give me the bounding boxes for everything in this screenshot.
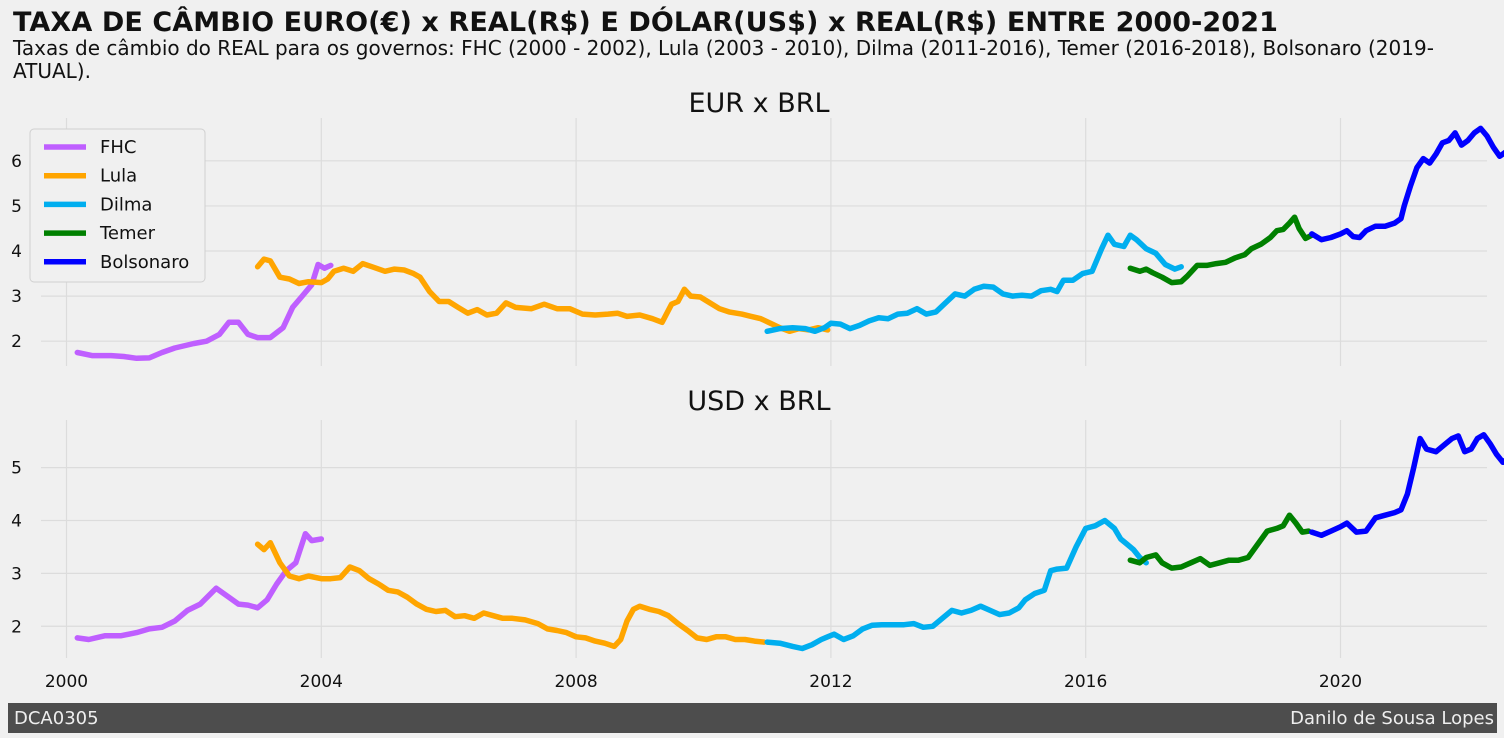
series-line-bolsonaro bbox=[1309, 432, 1504, 539]
y-tick-label: 5 bbox=[11, 459, 22, 479]
footer-course-code: DCA0305 bbox=[14, 708, 99, 729]
x-tick-label: 2012 bbox=[809, 672, 852, 692]
legend-label-bolsonaro: Bolsonaro bbox=[100, 252, 189, 273]
footer-author: Danilo de Sousa Lopes bbox=[1290, 708, 1494, 729]
y-tick-label: 2 bbox=[11, 617, 22, 637]
series-line-lula bbox=[254, 256, 831, 335]
y-tick-label: 3 bbox=[11, 564, 22, 584]
panel-title: USD x BRL bbox=[687, 386, 830, 417]
x-tick-label: 2004 bbox=[300, 672, 343, 692]
exchange-rate-charts: 2 3 4 5 6 EUR x BRL FHC Lula Dilma Temer Bolsonaro… bbox=[11, 88, 1504, 692]
series-line-temer bbox=[1127, 512, 1312, 571]
series-line-lula bbox=[254, 539, 767, 650]
series-line-temer bbox=[1127, 214, 1315, 286]
footer-bar: DCA0305 Danilo de Sousa Lopes bbox=[8, 703, 1497, 733]
legend-label-fhc: FHC bbox=[100, 137, 136, 158]
y-tick-label: 4 bbox=[11, 242, 22, 262]
page-subtitle: Taxas de câmbio do REAL para os governos… bbox=[13, 36, 1434, 83]
x-tick-label: 2000 bbox=[45, 672, 88, 692]
page-title: TAXA DE CÂMBIO EURO(€) x REAL(R$) E DÓLA… bbox=[13, 7, 1278, 38]
series-line-dilma bbox=[764, 232, 1184, 335]
x-tick-label: 2008 bbox=[554, 672, 597, 692]
y-tick-label: 6 bbox=[11, 152, 22, 172]
series-line-dilma bbox=[764, 517, 1149, 652]
series-line-fhc bbox=[74, 530, 325, 643]
y-tick-label: 4 bbox=[11, 511, 22, 531]
legend-label-dilma: Dilma bbox=[100, 194, 152, 215]
y-tick-label: 2 bbox=[11, 332, 22, 352]
x-tick-label: 2016 bbox=[1064, 672, 1107, 692]
legend-label-temer: Temer bbox=[99, 223, 156, 244]
y-tick-label: 5 bbox=[11, 197, 22, 217]
y-tick-label: 3 bbox=[11, 287, 22, 307]
panel-title: EUR x BRL bbox=[688, 88, 829, 119]
series-line-fhc bbox=[74, 261, 334, 362]
x-tick-label: 2020 bbox=[1319, 672, 1362, 692]
series-line-bolsonaro bbox=[1309, 125, 1504, 243]
legend-box bbox=[29, 128, 206, 283]
legend-label-lula: Lula bbox=[100, 166, 137, 187]
